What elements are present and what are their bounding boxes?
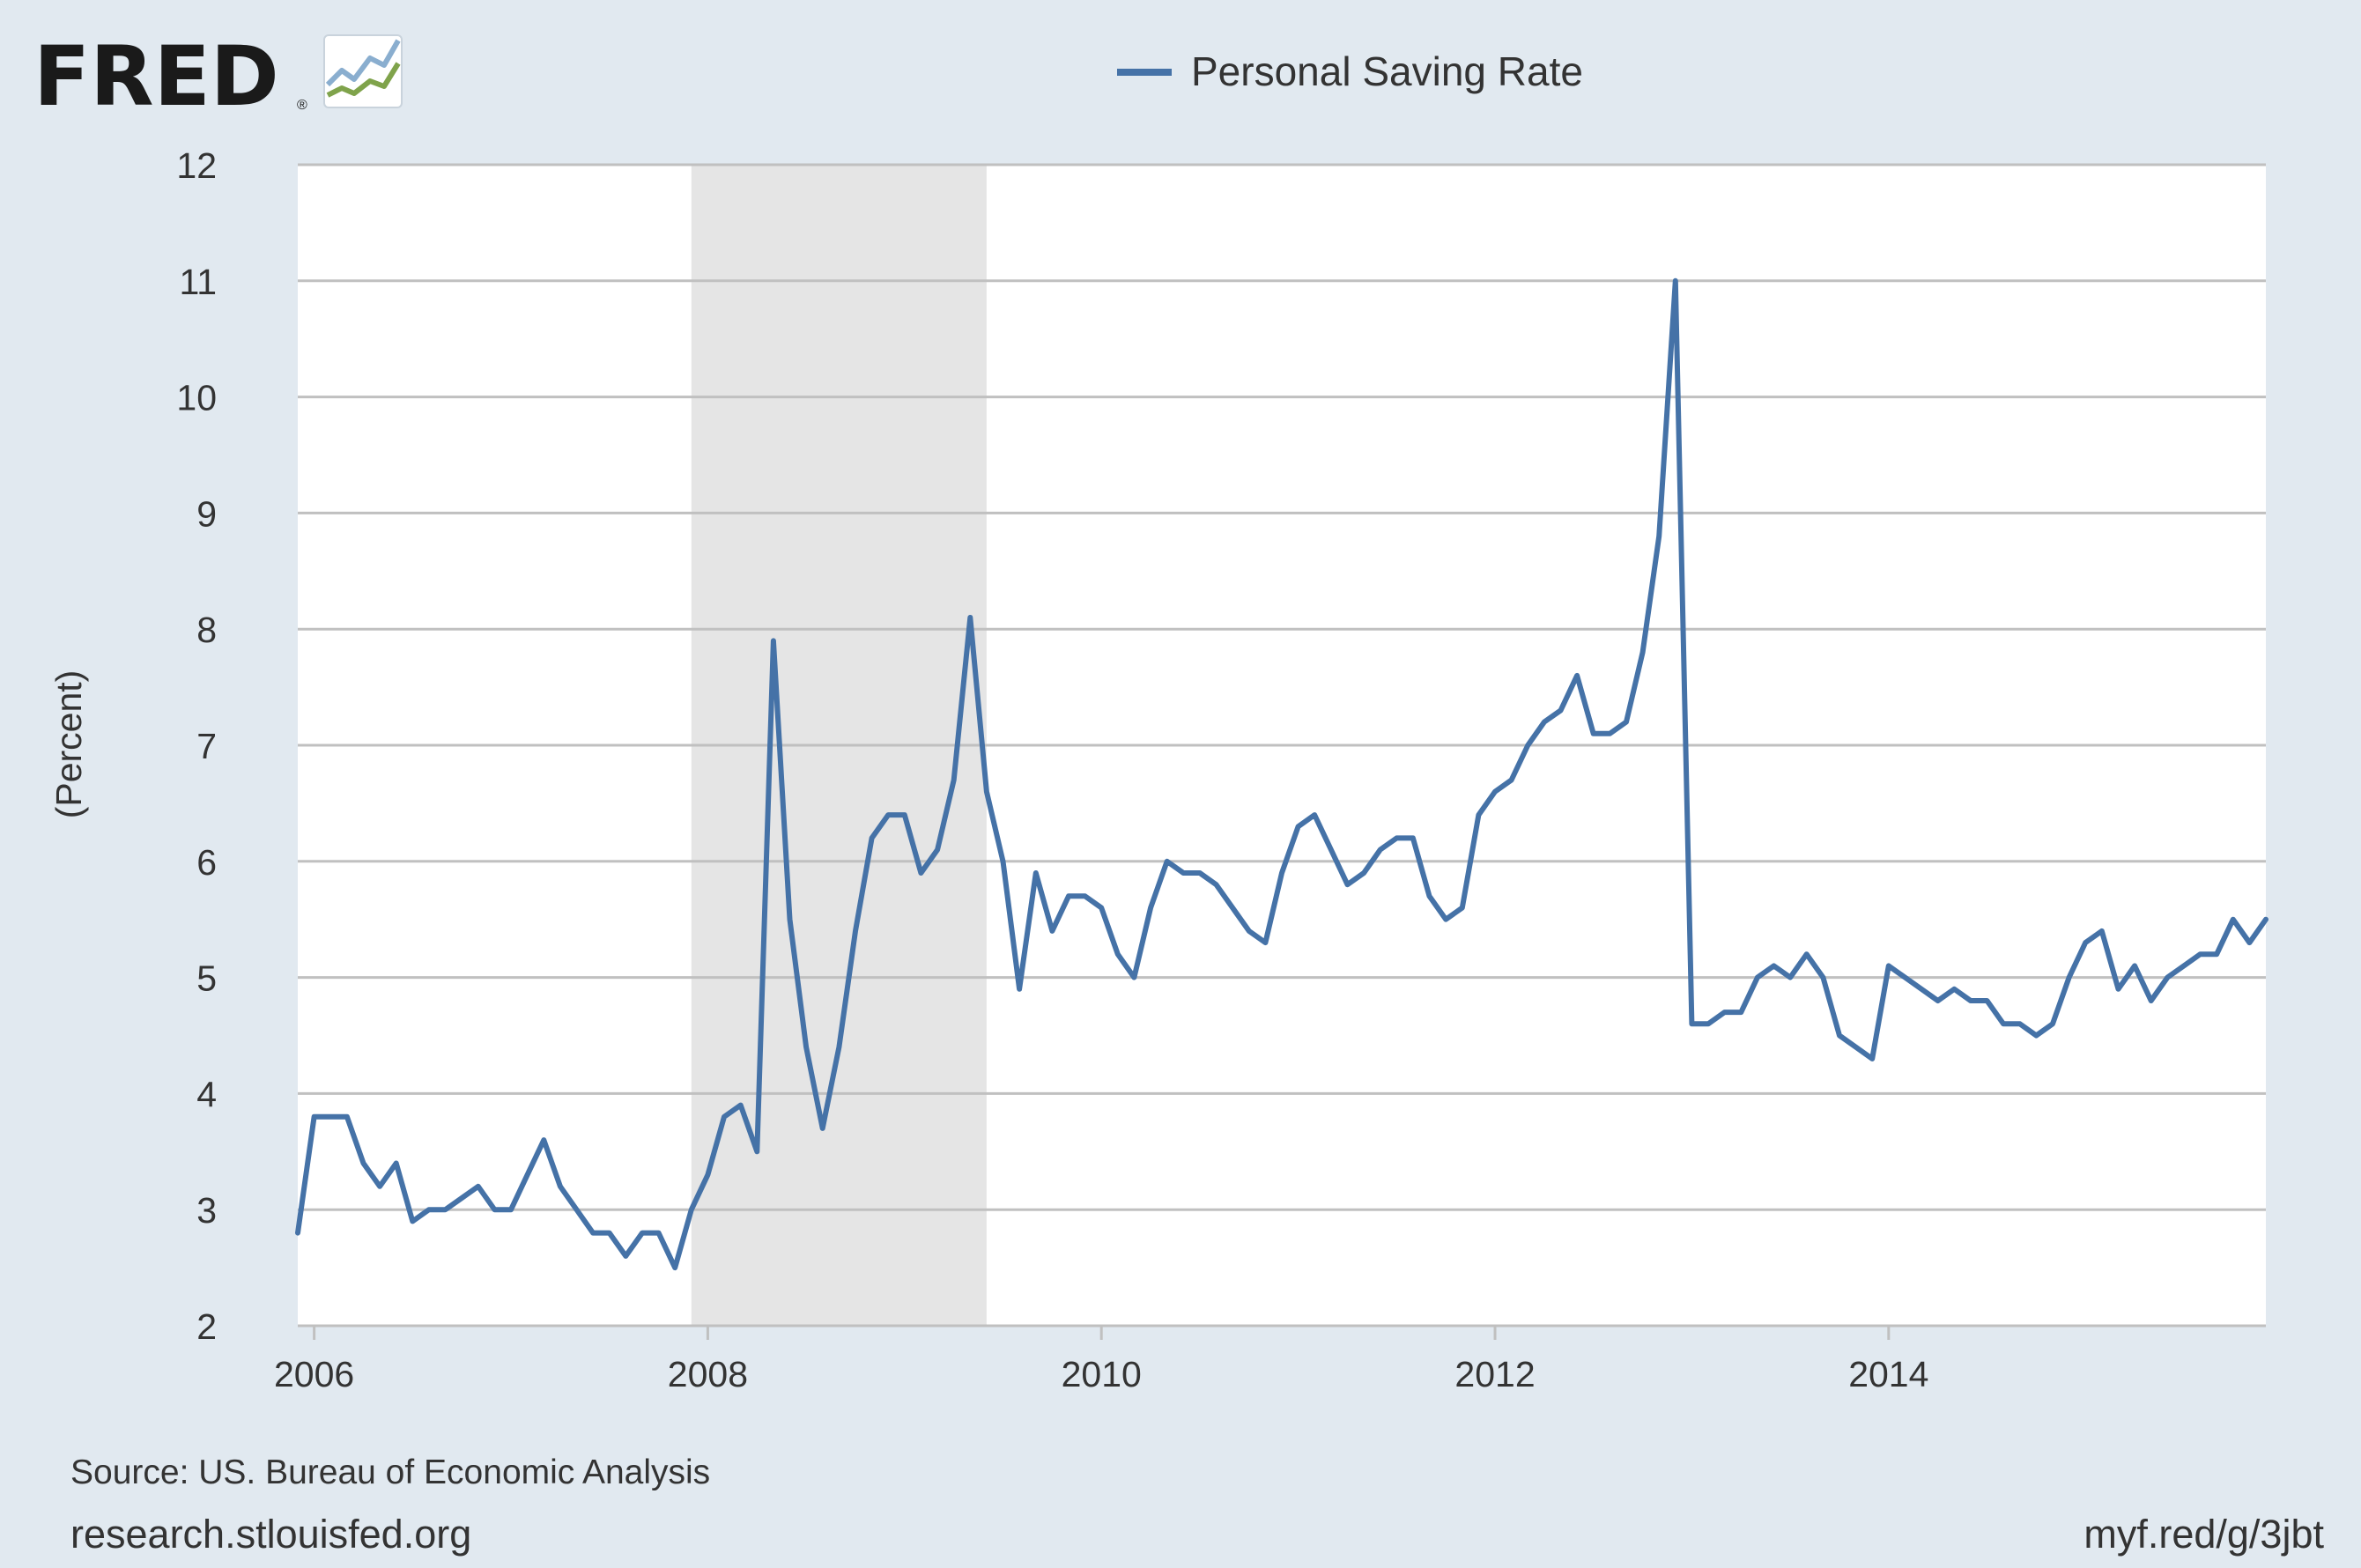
x-axis-ticks: 2006 2008 2010 2012 2014: [274, 1326, 1928, 1394]
y-axis-ticks: 2 3 4 5 6 7 8 9 10 11 12: [176, 145, 217, 1347]
gridlines: [298, 163, 2266, 1211]
y-tick-label-5: 5: [196, 958, 217, 999]
y-axis-label: (Percent): [48, 670, 89, 819]
series-line-0[interactable]: [295, 277, 2268, 1271]
y-tick-label-12: 12: [176, 145, 217, 186]
site-link[interactable]: research.stlouisfed.org: [70, 1512, 471, 1557]
x-tick-label-2012: 2012: [1454, 1354, 1535, 1394]
line-chart-icon: [323, 34, 403, 108]
y-tick-label-8: 8: [196, 610, 217, 650]
fred-logo-text: FRED: [33, 29, 279, 125]
legend-entry-personal-saving-rate: Personal Saving Rate: [1191, 48, 1583, 94]
y-tick-label-7: 7: [196, 726, 217, 766]
y-tick-label-2: 2: [196, 1306, 217, 1347]
x-tick-label-2010: 2010: [1062, 1354, 1142, 1394]
series-layer: [295, 277, 2268, 1271]
y-tick-label-9: 9: [196, 493, 217, 534]
legend[interactable]: Personal Saving Rate: [1117, 48, 1583, 94]
y-tick-label-6: 6: [196, 842, 217, 883]
y-tick-label-11: 11: [179, 262, 217, 302]
x-tick-label-2006: 2006: [274, 1354, 354, 1394]
short-link[interactable]: myf.red/g/3jbt: [2083, 1512, 2324, 1557]
fred-logo[interactable]: FRED ®: [33, 29, 403, 125]
y-tick-label-4: 4: [196, 1074, 217, 1114]
source-note: Source: US. Bureau of Economic Analysis: [70, 1453, 710, 1491]
x-tick-label-2014: 2014: [1848, 1354, 1928, 1394]
registered-mark: ®: [297, 98, 307, 113]
x-tick-label-2008: 2008: [668, 1354, 748, 1394]
y-tick-label-3: 3: [196, 1190, 217, 1231]
y-tick-label-10: 10: [176, 378, 217, 418]
